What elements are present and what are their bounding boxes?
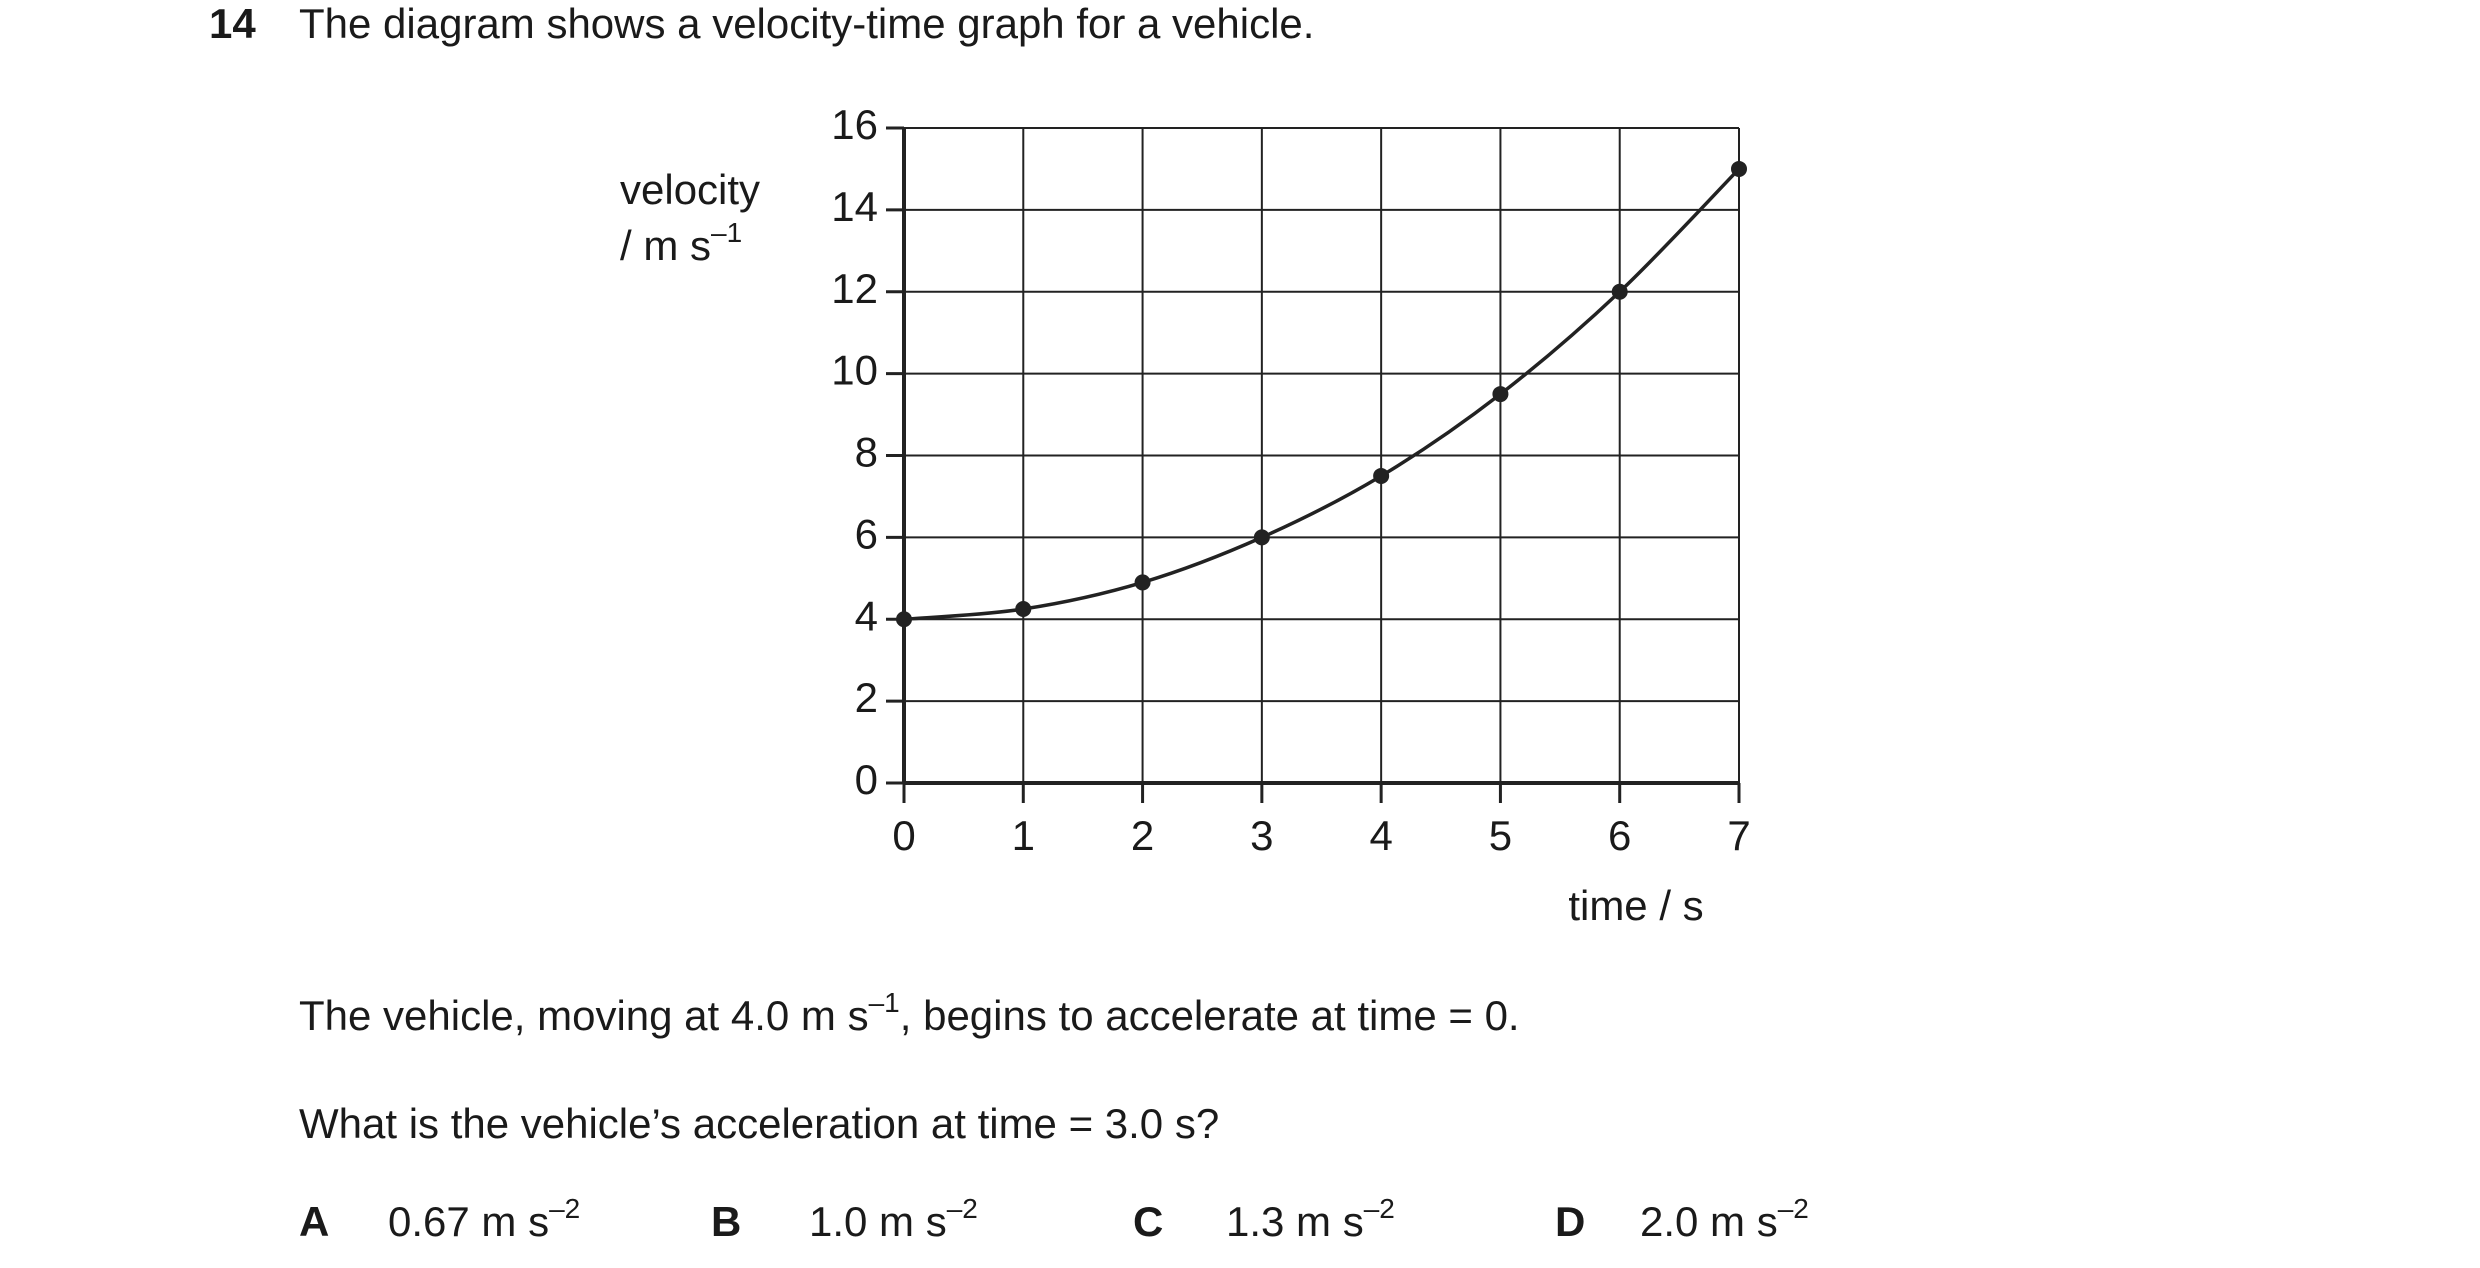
y-tick-label: 0 bbox=[855, 756, 878, 803]
x-tick-label: 1 bbox=[1012, 812, 1035, 859]
x-tick-label: 2 bbox=[1131, 812, 1154, 859]
value: 1.0 m s bbox=[809, 1198, 947, 1245]
y-tick-label: 10 bbox=[831, 347, 878, 394]
y-tick-label: 2 bbox=[855, 674, 878, 721]
exponent: –2 bbox=[1778, 1193, 1809, 1224]
prompt-text: What is the vehicle’s acceleration at ti… bbox=[299, 1100, 1219, 1147]
text: , begins to accelerate at time = 0. bbox=[900, 992, 1520, 1039]
exponent: –1 bbox=[869, 987, 900, 1018]
exponent: –2 bbox=[947, 1193, 978, 1224]
option-letter: B bbox=[711, 1198, 741, 1245]
x-tick-label: 4 bbox=[1369, 812, 1392, 859]
data-point bbox=[1134, 574, 1151, 591]
x-tick-label: 6 bbox=[1608, 812, 1631, 859]
option-value: 1.3 m s–2 bbox=[1226, 1193, 1395, 1245]
data-point bbox=[896, 611, 912, 628]
question-stem: The diagram shows a velocity-time graph … bbox=[299, 0, 1314, 47]
data-point bbox=[1253, 529, 1270, 546]
y-tick-label: 8 bbox=[855, 429, 878, 476]
y-axis-label: velocity bbox=[620, 166, 760, 213]
y-tick-label: 6 bbox=[855, 510, 878, 557]
exponent: –2 bbox=[549, 1193, 580, 1224]
data-point bbox=[1731, 160, 1747, 177]
x-tick-label: 5 bbox=[1489, 812, 1512, 859]
y-axis-unit: / m s–1 bbox=[620, 217, 742, 269]
options: A 0.67 m s–2 B 1.0 m s–2 C 1.3 m s–2 D 2.0 m s–… bbox=[299, 1193, 1809, 1245]
question-number: 14 bbox=[209, 0, 256, 47]
unit: / m s bbox=[620, 222, 711, 269]
y-tick-label: 12 bbox=[831, 265, 878, 312]
x-tick-label: 0 bbox=[892, 812, 915, 859]
option-letter: A bbox=[299, 1198, 329, 1245]
exponent: –1 bbox=[711, 217, 742, 248]
data-point bbox=[1373, 467, 1390, 484]
text: The vehicle, moving at 4.0 m s bbox=[299, 992, 869, 1039]
y-tick-label: 14 bbox=[831, 183, 878, 230]
data-point bbox=[1611, 283, 1628, 300]
value: 2.0 m s bbox=[1640, 1198, 1778, 1245]
x-tick-label: 3 bbox=[1250, 812, 1273, 859]
y-tick-label: 16 bbox=[831, 101, 878, 148]
value: 1.3 m s bbox=[1226, 1198, 1364, 1245]
exponent: –2 bbox=[1364, 1193, 1395, 1224]
option-value: 0.67 m s–2 bbox=[388, 1193, 580, 1245]
data-point bbox=[1015, 601, 1032, 618]
option-value: 2.0 m s–2 bbox=[1640, 1193, 1809, 1245]
option-value: 1.0 m s–2 bbox=[809, 1193, 978, 1245]
value: 0.67 m s bbox=[388, 1198, 549, 1245]
data-point bbox=[1492, 386, 1509, 403]
x-tick-label: 7 bbox=[1727, 812, 1750, 859]
y-tick-label: 4 bbox=[855, 592, 878, 639]
info-text: The vehicle, moving at 4.0 m s–1, begins… bbox=[299, 987, 1520, 1039]
x-axis-label: time / s bbox=[1568, 882, 1703, 929]
option-letter: C bbox=[1133, 1198, 1163, 1245]
curve bbox=[903, 167, 1741, 621]
option-letter: D bbox=[1555, 1198, 1585, 1245]
